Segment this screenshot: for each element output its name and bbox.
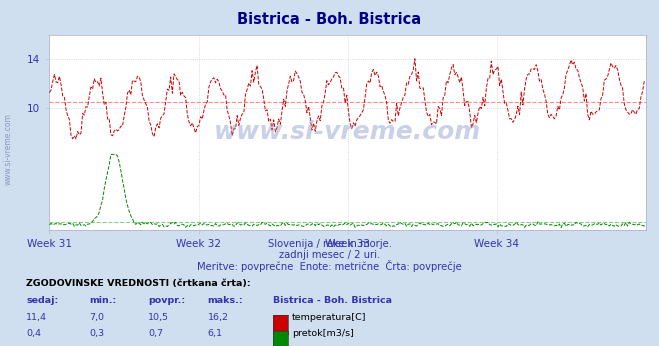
Text: 0,4: 0,4 [26, 329, 42, 338]
Text: 16,2: 16,2 [208, 313, 229, 322]
Text: temperatura[C]: temperatura[C] [292, 313, 366, 322]
Text: Bistrica - Boh. Bistrica: Bistrica - Boh. Bistrica [273, 296, 393, 305]
Text: Slovenija / reke in morje.: Slovenija / reke in morje. [268, 239, 391, 249]
Text: sedaj:: sedaj: [26, 296, 59, 305]
Text: www.si-vreme.com: www.si-vreme.com [3, 113, 13, 185]
Text: 0,3: 0,3 [89, 329, 104, 338]
Text: www.si-vreme.com: www.si-vreme.com [214, 120, 481, 144]
Text: pretok[m3/s]: pretok[m3/s] [292, 329, 354, 338]
Text: maks.:: maks.: [208, 296, 243, 305]
Text: 10,5: 10,5 [148, 313, 169, 322]
Text: zadnji mesec / 2 uri.: zadnji mesec / 2 uri. [279, 250, 380, 260]
Text: Bistrica - Boh. Bistrica: Bistrica - Boh. Bistrica [237, 12, 422, 27]
Text: ZGODOVINSKE VREDNOSTI (črtkana črta):: ZGODOVINSKE VREDNOSTI (črtkana črta): [26, 279, 251, 288]
Text: povpr.:: povpr.: [148, 296, 185, 305]
Text: 6,1: 6,1 [208, 329, 223, 338]
Text: Meritve: povprečne  Enote: metrične  Črta: povprečje: Meritve: povprečne Enote: metrične Črta:… [197, 260, 462, 272]
Text: 11,4: 11,4 [26, 313, 47, 322]
Text: 7,0: 7,0 [89, 313, 104, 322]
Text: min.:: min.: [89, 296, 116, 305]
Text: 0,7: 0,7 [148, 329, 163, 338]
